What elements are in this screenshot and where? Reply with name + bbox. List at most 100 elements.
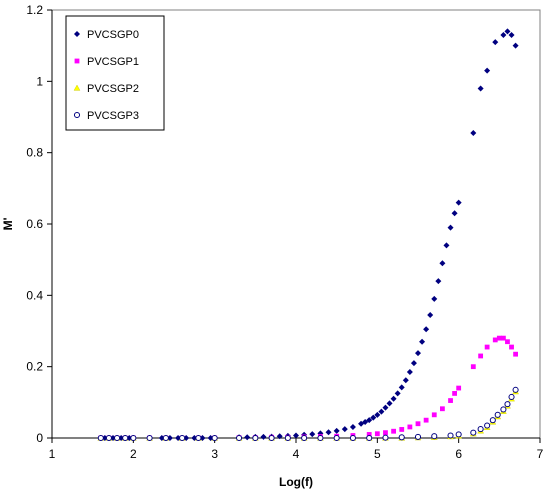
data-point (410, 360, 417, 367)
legend-box (65, 15, 165, 131)
data-point (484, 344, 490, 350)
x-tick-label: 3 (211, 447, 218, 461)
data-point (244, 434, 251, 441)
data-point (146, 434, 153, 442)
x-tick-label: 7 (537, 447, 544, 461)
data-point (349, 434, 356, 442)
legend-marker (74, 58, 80, 64)
data-point (508, 31, 515, 38)
data-point (456, 385, 462, 391)
legend-marker (73, 111, 81, 119)
x-tick-label: 4 (293, 447, 300, 461)
x-tick-label: 1 (49, 447, 56, 461)
data-point (211, 434, 218, 442)
data-point (293, 432, 299, 439)
data-point (451, 210, 458, 217)
legend-marker (74, 31, 80, 37)
data-point (162, 434, 169, 442)
data-point (447, 224, 454, 231)
data-point (452, 391, 457, 396)
data-point (448, 398, 453, 403)
data-point (415, 421, 421, 427)
data-point (478, 353, 484, 359)
data-point (477, 426, 484, 433)
data-point (504, 401, 511, 408)
data-point (374, 431, 380, 437)
data-point (431, 412, 437, 418)
data-point (501, 335, 506, 341)
data-point (349, 423, 356, 430)
legend-label: PVCSGP0 (87, 29, 139, 41)
data-point (366, 417, 373, 424)
chart-marks (97, 28, 519, 442)
data-point (455, 199, 462, 206)
data-point (504, 28, 511, 35)
data-point (505, 339, 510, 345)
data-point (439, 260, 446, 267)
data-point (484, 422, 491, 429)
data-point (509, 344, 514, 350)
data-point (440, 406, 445, 412)
legend-marker (73, 84, 81, 91)
data-point (391, 428, 396, 434)
data-point (341, 426, 348, 433)
data-point (489, 417, 496, 424)
data-point (477, 85, 484, 92)
legend-label: PVCSGP2 (87, 83, 139, 95)
data-point (443, 242, 450, 249)
data-point (512, 386, 519, 393)
data-point (378, 408, 385, 415)
y-tick-label: 0 (36, 431, 43, 445)
data-point (398, 384, 405, 391)
data-point (105, 434, 112, 442)
legend-label: PVCSGP3 (87, 110, 139, 122)
data-point (399, 427, 405, 432)
legend: PVCSGP0 PVCSGP1 PVCSGP2 PVCSGP3 (65, 15, 165, 131)
data-point (415, 350, 421, 357)
data-point (470, 364, 476, 370)
y-axis-label: M' (1, 217, 15, 230)
data-point (333, 427, 340, 434)
series-PVCSGP3 (97, 386, 519, 442)
y-tick-label: 1 (36, 74, 43, 88)
data-point (508, 393, 515, 401)
data-point (419, 338, 426, 345)
data-point (394, 390, 401, 397)
data-point (325, 429, 332, 436)
data-point (252, 434, 259, 442)
data-point (236, 434, 243, 442)
data-point (97, 434, 104, 442)
data-point (494, 411, 501, 418)
data-point (317, 434, 324, 442)
data-point (431, 433, 438, 440)
data-point (407, 424, 413, 430)
x-axis-label: Log(f) (279, 475, 313, 489)
data-point (366, 432, 372, 437)
data-point (374, 411, 381, 418)
data-point (447, 432, 454, 439)
data-point (423, 326, 430, 333)
data-point (406, 369, 413, 376)
legend-label: PVCSGP1 (87, 56, 139, 68)
data-point (484, 67, 491, 74)
data-point (382, 434, 389, 441)
data-point (427, 311, 434, 318)
y-tick-label: 0.4 (26, 288, 43, 302)
data-point (414, 433, 422, 440)
x-tick-label: 2 (130, 447, 137, 461)
y-tick-label: 1.2 (26, 3, 43, 17)
x-tick-label: 5 (374, 447, 381, 461)
data-point (268, 434, 275, 442)
x-tick-label: 6 (455, 447, 462, 461)
data-point (470, 130, 477, 137)
y-tick-label: 0.8 (26, 146, 43, 160)
data-point (402, 377, 409, 384)
data-point (386, 400, 393, 407)
data-point (114, 434, 121, 442)
data-point (370, 414, 377, 421)
data-point (382, 404, 389, 411)
y-tick-label: 0.2 (26, 360, 43, 374)
data-point (333, 434, 340, 442)
data-point (492, 337, 498, 343)
